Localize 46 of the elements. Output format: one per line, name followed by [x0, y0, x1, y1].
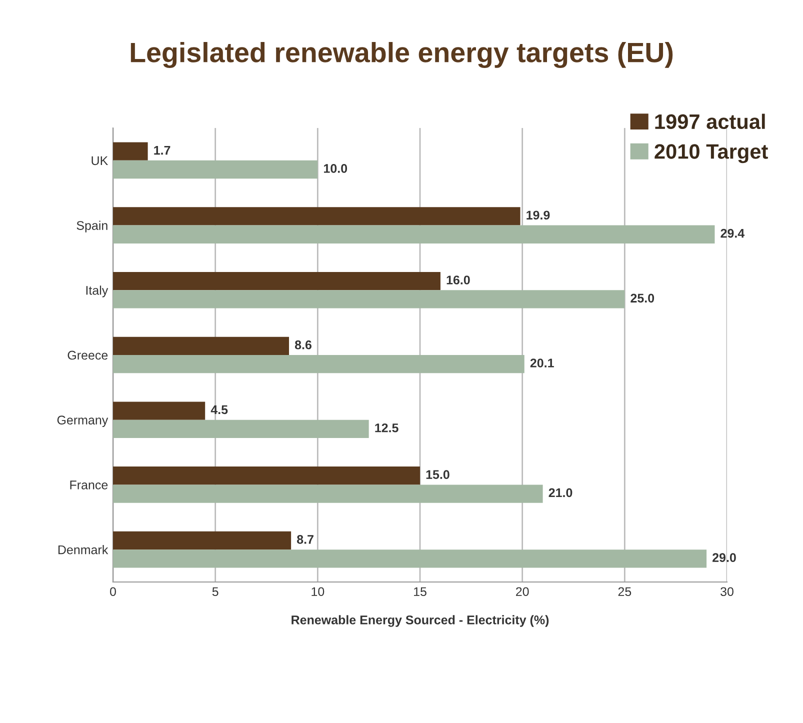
x-axis-title: Renewable Energy Sourced - Electricity (%) [292, 615, 549, 627]
bar [113, 466, 420, 485]
bar [113, 142, 148, 160]
data-label: 20.1 [530, 358, 554, 368]
bar [113, 290, 625, 308]
bar [113, 484, 543, 503]
data-label: 8.6 [294, 340, 312, 350]
bar [113, 225, 715, 244]
x-tick-label: 20 [516, 587, 529, 596]
x-tick-label: 30 [720, 587, 734, 596]
x-tick-label: 25 [618, 587, 632, 596]
bar [113, 272, 440, 290]
data-label: 10.0 [324, 164, 348, 173]
data-label: 8.7 [297, 534, 314, 544]
data-label: 4.5 [210, 405, 228, 414]
data-label: 1.7 [154, 146, 170, 155]
data-label: 21.0 [548, 488, 572, 498]
legend-label: 2010 Target [654, 144, 768, 164]
data-label: 29.4 [720, 228, 745, 238]
legend-label: 1997 actual [655, 114, 765, 130]
x-tick-label: 5 [212, 587, 218, 596]
bar [113, 160, 318, 179]
data-label: 15.0 [426, 470, 450, 479]
y-tick-label: UK [92, 156, 108, 166]
x-tick-label: 0 [110, 587, 116, 596]
data-label: 19.9 [526, 210, 550, 220]
y-tick-label: Germany [57, 416, 108, 427]
chart-title: Legislated renewable energy targets (EU) [130, 42, 673, 68]
y-tick-label: Greece [68, 350, 108, 360]
y-tick-label: Spain [76, 220, 108, 232]
bar [113, 402, 206, 420]
data-label: 29.0 [712, 553, 736, 562]
data-label: 16.0 [446, 276, 470, 284]
bar [113, 531, 292, 550]
bar [113, 355, 524, 374]
bar [113, 420, 369, 438]
y-tick-label: Italy [86, 286, 108, 298]
bar [113, 550, 707, 568]
bar [113, 336, 290, 355]
y-tick-label: Denmark [58, 545, 108, 554]
data-label: 25.0 [630, 294, 654, 303]
y-tick-label: France [70, 480, 108, 490]
data-label: 12.5 [375, 423, 398, 432]
x-tick-label: 15 [414, 587, 426, 596]
x-tick-label: 10 [312, 587, 324, 596]
bar [113, 207, 520, 226]
